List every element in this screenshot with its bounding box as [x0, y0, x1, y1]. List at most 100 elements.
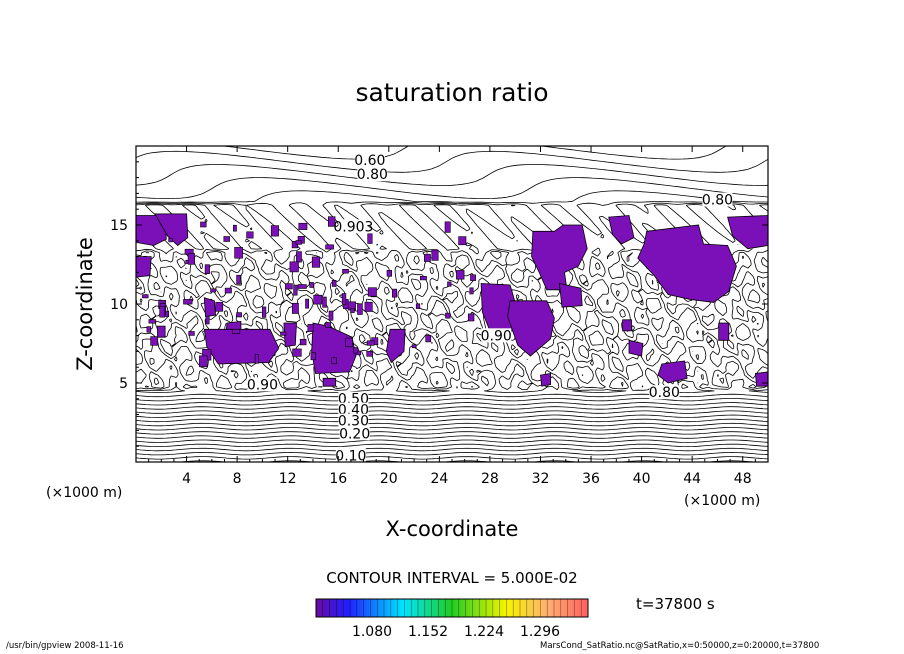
- shaded-speck: [224, 287, 232, 294]
- shaded-region: [283, 322, 297, 348]
- shaded-region: [754, 371, 768, 387]
- shaded-speck: [411, 344, 417, 349]
- shaded-speck: [292, 348, 302, 357]
- shaded-region: [507, 300, 555, 357]
- colorbar-tick-label: 1.224: [464, 624, 504, 640]
- contour-line: [136, 177, 768, 410]
- shaded-speck: [254, 353, 259, 364]
- x-tick-label: 12: [279, 471, 297, 487]
- plot-background: [136, 146, 768, 462]
- shaded-speck: [364, 301, 373, 312]
- chart-title: saturation ratio: [355, 78, 548, 107]
- colorbar-ticks: 1.080 1.152 1.224 1.296: [352, 624, 560, 640]
- shaded-speck: [293, 284, 298, 296]
- shaded-speck: [200, 221, 207, 228]
- shaded-speck: [367, 287, 377, 297]
- shaded-speck: [307, 324, 314, 332]
- contour-label-bg: [649, 385, 680, 400]
- shaded-speck: [299, 338, 307, 346]
- x-axis-ticks: 4 8 12 16 20 24 28 32 36 40 44 48: [148, 146, 756, 487]
- colorbar: 1.080 1.152 1.224 1.296: [315, 598, 589, 640]
- shaded-speck: [261, 306, 267, 318]
- footer-left: /usr/bin/gpview 2008-11-16: [6, 641, 124, 651]
- contour-label-bg: [354, 152, 385, 167]
- contour-label: 0.80: [649, 385, 680, 401]
- shaded-speck: [467, 313, 475, 322]
- x-tick-label: 36: [582, 471, 600, 487]
- x-tick-label: 28: [481, 471, 499, 487]
- shaded-region: [608, 215, 635, 245]
- shaded-speck: [341, 293, 347, 305]
- contour-label-bg: [339, 426, 370, 441]
- shaded-speck: [168, 237, 173, 243]
- shaded-speck: [234, 247, 243, 259]
- y-tick-label: 5: [119, 376, 128, 392]
- shaded-speck: [298, 222, 308, 230]
- shaded-speck: [447, 281, 452, 287]
- colorbar-tick-label: 1.152: [408, 624, 448, 640]
- shaded-region: [385, 328, 406, 364]
- shaded-speck: [295, 240, 302, 245]
- y-tick-label: 15: [110, 218, 128, 234]
- shaded-speck: [386, 269, 392, 277]
- shaded-speck: [456, 270, 465, 280]
- shaded-speck: [327, 216, 336, 227]
- colorbar-tick-label: 1.080: [352, 624, 392, 640]
- shaded-speck: [431, 249, 439, 261]
- shaded-speck: [391, 288, 398, 298]
- x-tick-label: 32: [532, 471, 550, 487]
- shaded-speck: [313, 294, 323, 305]
- shaded-speck: [311, 256, 321, 268]
- shaded-region: [727, 215, 768, 250]
- contour-line: [136, 452, 768, 456]
- shaded-speck: [183, 299, 193, 305]
- contour-label-bg: [702, 192, 733, 207]
- shaded-region: [540, 373, 551, 387]
- shaded-region: [718, 322, 730, 341]
- shaded-speck: [325, 244, 334, 250]
- shaded-region: [558, 282, 583, 308]
- y-axis-unit: (×1000 m): [46, 485, 122, 501]
- plot-area: 0.600.800.800.9030.900.900.800.500.400.3…: [110, 145, 769, 487]
- shaded-region: [628, 339, 644, 357]
- shaded-speck: [357, 303, 363, 315]
- shaded-speck: [297, 284, 307, 289]
- contour-label: 0.90: [481, 328, 512, 344]
- shaded-speck: [342, 268, 349, 274]
- contour-label-bg: [335, 448, 366, 462]
- contour-line: [136, 146, 768, 423]
- shaded-speck: [215, 301, 224, 312]
- x-tick-label: 8: [233, 471, 242, 487]
- shaded-speck: [199, 355, 208, 368]
- contour-line: [136, 150, 768, 418]
- shaded-speck: [331, 357, 337, 365]
- colorbar-separators: [322, 599, 582, 617]
- shaded-region: [637, 224, 737, 303]
- shaded-speck: [146, 326, 152, 333]
- contour-label-bg: [338, 391, 369, 406]
- footer-right: MarsCond_SatRatio.nc@SatRatio,x=0:50000,…: [540, 641, 819, 651]
- shaded-speck: [188, 331, 195, 336]
- contour-label-bg: [338, 219, 369, 234]
- shaded-speck: [236, 312, 242, 318]
- shaded-speck: [205, 315, 210, 325]
- contour-line: [136, 190, 768, 406]
- shaded-speck: [291, 302, 299, 314]
- shaded-speck: [322, 296, 327, 308]
- shaded-region: [154, 213, 189, 247]
- contour-label: 0.30: [338, 414, 369, 430]
- contour-label-bg: [481, 328, 512, 343]
- shaded-speck: [445, 312, 451, 319]
- shaded-region: [531, 224, 588, 291]
- shaded-speck: [310, 352, 316, 361]
- shaded-speck: [325, 322, 331, 328]
- shaded-region: [203, 297, 217, 318]
- contour-label: 0.903: [333, 219, 373, 235]
- x-tick-label: 16: [329, 471, 347, 487]
- shaded-speck: [458, 236, 467, 246]
- shaded-speck: [233, 224, 237, 232]
- shaded-speck: [236, 274, 241, 285]
- shaded-speck: [425, 335, 432, 343]
- shaded-speck: [350, 307, 355, 313]
